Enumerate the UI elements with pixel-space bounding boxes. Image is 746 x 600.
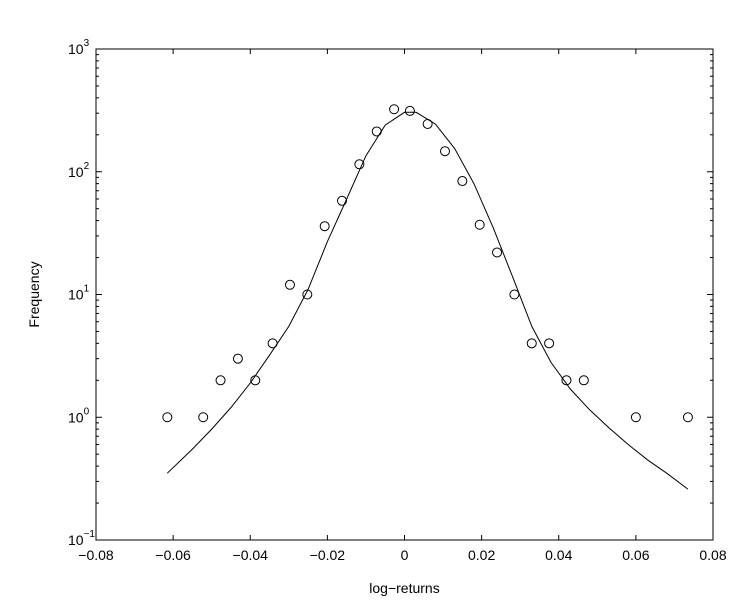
x-axis-ticks: −0.08 −0.06 −0.04 −0.02 0 0.02 0.04 0.06 0.08 — [78, 49, 727, 563]
data-point — [544, 338, 555, 349]
data-point — [509, 289, 520, 300]
data-point — [630, 412, 641, 423]
x-tick-label: 0.04 — [545, 547, 572, 563]
data-point — [371, 126, 382, 137]
data-point — [284, 279, 295, 290]
data-point — [474, 219, 485, 230]
y-tick-exponent: −1 — [84, 529, 96, 540]
y-tick-label: 10−1 — [68, 529, 95, 548]
y-tick-base: 10 — [68, 41, 84, 57]
data-point — [232, 353, 243, 364]
x-tick-label: −0.06 — [155, 547, 191, 563]
y-tick-base: 10 — [68, 409, 84, 425]
data-point — [422, 118, 433, 129]
x-tick-label: −0.02 — [310, 547, 346, 563]
data-point — [389, 104, 400, 115]
data-point — [215, 375, 226, 386]
data-point — [526, 338, 537, 349]
data-point — [162, 412, 173, 423]
data-point — [578, 375, 589, 386]
y-tick-exponent: 1 — [84, 284, 90, 295]
data-point — [404, 105, 415, 116]
y-tick-base: 10 — [68, 164, 84, 180]
data-point — [492, 247, 503, 258]
y-tick-exponent: 3 — [84, 38, 90, 49]
x-tick-label: 0.06 — [622, 547, 649, 563]
data-points — [162, 104, 693, 423]
y-tick-exponent: 0 — [84, 406, 90, 417]
data-point — [302, 289, 313, 300]
data-point — [457, 176, 468, 187]
y-tick-label: 101 — [68, 284, 90, 303]
y-tick-base: 10 — [68, 532, 84, 548]
data-point — [561, 375, 572, 386]
x-tick-label: −0.04 — [233, 547, 269, 563]
y-tick-exponent: 2 — [84, 161, 90, 172]
data-point — [439, 146, 450, 157]
data-point — [337, 195, 348, 206]
y-tick-label: 102 — [68, 161, 90, 180]
data-point — [354, 159, 365, 170]
y-tick-label: 100 — [68, 406, 90, 425]
x-tick-label: 0 — [401, 547, 409, 563]
y-axis-title: Frequency — [26, 261, 42, 327]
x-tick-label: −0.08 — [78, 547, 114, 563]
y-tick-label: 103 — [68, 38, 90, 57]
x-tick-label: 0.08 — [699, 547, 726, 563]
x-tick-label: 0.02 — [468, 547, 495, 563]
x-axis-title: log−returns — [369, 580, 439, 596]
fitted-curve — [166, 111, 689, 490]
data-point — [198, 412, 209, 423]
data-point — [682, 412, 693, 423]
data-point — [267, 338, 278, 349]
data-point — [250, 375, 261, 386]
plot-frame — [95, 48, 714, 541]
data-point — [319, 221, 330, 232]
y-tick-base: 10 — [68, 287, 84, 303]
